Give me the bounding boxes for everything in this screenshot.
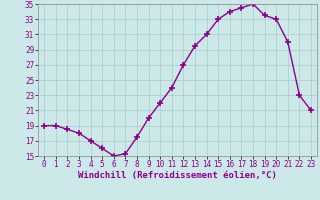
X-axis label: Windchill (Refroidissement éolien,°C): Windchill (Refroidissement éolien,°C) <box>78 171 277 180</box>
